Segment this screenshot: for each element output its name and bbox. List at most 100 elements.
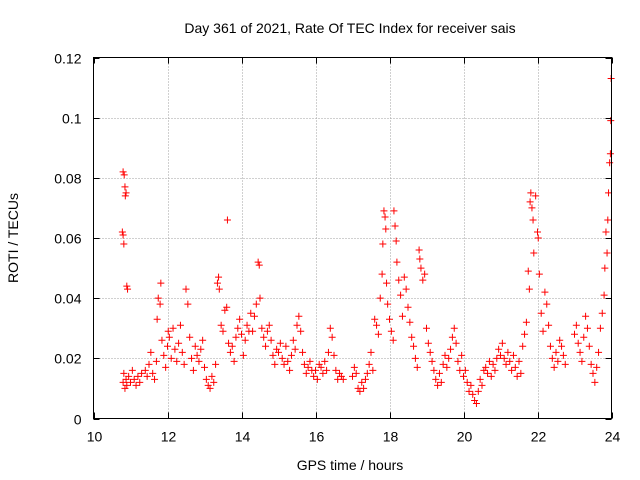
y-axis-label: ROTI / TECUs <box>5 193 21 283</box>
data-point <box>134 372 142 380</box>
data-point <box>591 378 599 386</box>
data-point <box>119 168 127 176</box>
data-point <box>151 375 159 383</box>
data-point <box>189 366 197 374</box>
data-point <box>416 255 424 263</box>
data-point <box>360 384 368 392</box>
data-point <box>299 348 307 356</box>
data-point <box>123 381 131 389</box>
data-point <box>391 222 399 230</box>
data-point <box>580 333 588 341</box>
data-point <box>535 270 543 278</box>
data-point <box>239 351 247 359</box>
data-point <box>534 228 541 236</box>
data-point <box>561 360 569 368</box>
data-point <box>350 363 358 371</box>
data-point <box>606 150 614 158</box>
data-point <box>552 348 560 356</box>
data-point <box>120 240 128 248</box>
data-point <box>173 357 181 365</box>
data-point <box>365 360 373 368</box>
data-point <box>376 294 384 302</box>
data-point <box>302 369 310 377</box>
data-point <box>310 372 318 380</box>
data-point <box>202 375 210 383</box>
data-point <box>369 366 377 374</box>
data-point <box>124 285 132 293</box>
data-point <box>275 348 282 356</box>
data-point <box>184 300 192 308</box>
data-point <box>230 357 238 365</box>
data-point <box>417 264 425 272</box>
data-point <box>527 189 535 197</box>
y-tick-label: 0 <box>74 412 82 428</box>
data-point <box>458 351 466 359</box>
data-point <box>435 369 443 377</box>
data-point <box>556 336 564 344</box>
data-point <box>390 207 398 215</box>
ticks-layer: 10 12 14 16 18 20 22 24 0 0.02 0.04 0.06 0.08 0.1 0.12 <box>54 51 620 445</box>
data-point <box>558 342 566 350</box>
data-point <box>289 336 297 344</box>
data-point <box>336 369 344 377</box>
data-point <box>238 330 245 338</box>
data-point <box>176 321 184 329</box>
data-point <box>400 273 408 281</box>
data-point <box>273 345 281 353</box>
data-point <box>448 333 456 341</box>
data-point <box>484 369 492 377</box>
data-point <box>434 381 442 389</box>
data-point <box>443 363 451 371</box>
data-point <box>249 327 257 335</box>
data-point <box>145 360 153 368</box>
data-point <box>162 363 170 371</box>
data-point <box>141 366 149 374</box>
data-point <box>526 198 534 206</box>
data-point <box>295 312 303 320</box>
data-point <box>408 333 416 341</box>
data-point <box>382 225 390 233</box>
data-point <box>271 360 279 368</box>
data-point <box>426 348 434 356</box>
data-point <box>578 357 586 365</box>
data-point <box>428 357 436 365</box>
data-point <box>280 360 288 368</box>
data-point <box>278 354 286 362</box>
data-point <box>254 258 262 266</box>
x-tick-label: 22 <box>531 429 547 445</box>
data-point <box>287 351 295 359</box>
data-point <box>424 339 432 347</box>
data-point <box>262 342 270 350</box>
data-point <box>506 357 514 365</box>
data-point <box>402 285 410 293</box>
data-point <box>122 189 130 197</box>
data-point <box>430 366 438 374</box>
data-point <box>300 360 308 368</box>
data-point <box>337 372 345 380</box>
data-point <box>576 348 584 356</box>
data-point <box>519 342 527 350</box>
data-point <box>138 369 146 377</box>
data-point <box>583 324 591 332</box>
data-point <box>221 306 229 314</box>
data-point <box>472 399 480 407</box>
data-point <box>602 228 610 236</box>
data-point <box>601 264 609 272</box>
data-point <box>386 315 393 323</box>
data-point <box>208 372 216 380</box>
data-point <box>319 369 327 377</box>
data-point <box>234 324 242 332</box>
data-point <box>450 324 458 332</box>
data-point <box>195 357 203 365</box>
data-point <box>225 339 233 347</box>
data-point <box>121 192 129 200</box>
y-tick-label: 0.04 <box>54 291 81 307</box>
data-point <box>352 369 360 377</box>
data-point <box>125 372 133 380</box>
data-point <box>358 378 366 386</box>
x-tick-label: 10 <box>87 429 103 445</box>
data-point <box>598 309 606 317</box>
data-point <box>313 375 321 383</box>
data-point <box>188 354 196 362</box>
data-point <box>328 333 336 341</box>
